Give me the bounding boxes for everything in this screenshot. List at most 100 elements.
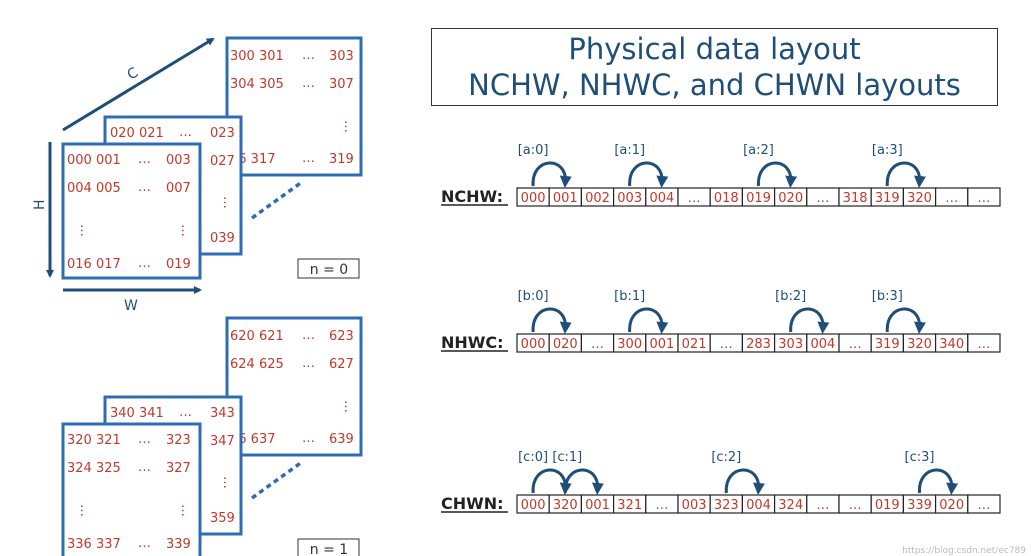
- front-row2-dots: …: [138, 180, 151, 195]
- memory-cell-value: 303: [778, 337, 803, 352]
- back-row1-cells: 620 621: [230, 329, 284, 344]
- back-row3-last: 639: [329, 432, 354, 447]
- back-row2-dots: …: [302, 356, 315, 371]
- memory-cell-value: …: [849, 498, 862, 513]
- depth-dots: [250, 460, 304, 500]
- back-row1-cells: 300 301: [230, 49, 284, 64]
- front-row1-dots: …: [138, 432, 151, 447]
- memory-cell-value: 021: [682, 337, 707, 352]
- front-row2-cells: 324 325: [67, 461, 121, 476]
- title-line-2: NCHW, NHWC, and CHWN layouts: [468, 68, 961, 102]
- step-label: [c:0]: [518, 450, 548, 465]
- step-label: [b:0]: [518, 289, 549, 304]
- memory-cell-value: 000: [521, 191, 546, 206]
- front-row1-cells: 000 001: [67, 153, 121, 168]
- middle-row1-last: 343: [210, 406, 235, 421]
- back-row3-dots: …: [302, 431, 315, 446]
- middle-vdots: …: [220, 196, 235, 209]
- step-label: [a:3]: [872, 143, 903, 158]
- front-row3-cells: 336 337: [67, 537, 121, 552]
- memory-cell-value: 020: [553, 337, 578, 352]
- layout-name: CHWN:: [441, 494, 504, 513]
- layout-name: NCHW:: [441, 187, 503, 206]
- middle-row1-dots: …: [179, 125, 192, 140]
- step-label: [c:2]: [711, 450, 741, 465]
- middle-row1-cells: 020 021: [110, 126, 164, 141]
- layout-row-nchw: NCHW: 000 001 002 003 004 … 018 019 020 … 318 319 320…: [441, 143, 1001, 207]
- step-arrow: [885, 161, 926, 188]
- back-row3-dots: …: [302, 151, 315, 166]
- step-arrow: [756, 161, 798, 188]
- layout-name: NHWC:: [441, 333, 504, 352]
- back-vdots: …: [341, 400, 356, 413]
- front-row3-cells: 016 017: [67, 257, 121, 272]
- back-row2-last: 307: [329, 77, 354, 92]
- front-row2-last: 007: [166, 181, 191, 196]
- memory-cell-value: 320: [553, 498, 578, 513]
- front-vdots-right: …: [178, 224, 193, 237]
- memory-cell-value: …: [816, 191, 829, 206]
- step-label: [b:1]: [614, 289, 645, 304]
- batch-label: n = 1: [310, 542, 348, 556]
- watermark: https://blog.csdn.net/ec789: [902, 546, 1026, 556]
- front-vdots-left: …: [77, 504, 92, 517]
- memory-cell-value: 339: [907, 498, 932, 513]
- memory-cell-value: 319: [875, 191, 900, 206]
- memory-cell-value: 340: [939, 337, 964, 352]
- front-slab: [61, 142, 202, 280]
- memory-cell-value: …: [688, 191, 701, 206]
- memory-cell-value: 004: [810, 337, 835, 352]
- memory-cell-value: 321: [617, 498, 642, 513]
- back-slab: [225, 36, 363, 177]
- memory-cell-value: …: [591, 337, 604, 352]
- memory-cell-value: 004: [746, 498, 771, 513]
- memory-cell-value: 001: [585, 498, 610, 513]
- front-row1-last: 323: [166, 433, 191, 448]
- memory-cell-value: 000: [521, 498, 546, 513]
- front-row3-dots: …: [138, 256, 151, 271]
- w-axis-label: W: [124, 298, 138, 314]
- memory-cell: [967, 333, 1001, 353]
- title-line-1: Physical data layout: [568, 32, 861, 66]
- back-row3-last: 319: [329, 152, 354, 167]
- front-slab: [61, 422, 202, 556]
- memory-cell: [967, 187, 1001, 207]
- c-axis-arrow: [62, 37, 215, 132]
- back-slab: [225, 316, 363, 457]
- batch-label-box: [297, 258, 360, 279]
- memory-cell-value: …: [849, 337, 862, 352]
- middle-row1-cells: 340 341: [110, 406, 164, 421]
- memory-cell-value: 019: [746, 191, 771, 206]
- step-label: [b:2]: [775, 289, 806, 304]
- step-arrow: [789, 307, 830, 334]
- memory-cell-value: 019: [875, 498, 900, 513]
- front-row2-last: 327: [166, 461, 191, 476]
- back-row1-dots: …: [302, 48, 315, 63]
- memory-cell-value: …: [720, 337, 733, 352]
- memory-cell-value: 001: [649, 337, 674, 352]
- title-box: Physical data layout NCHW, NHWC, and CHW…: [431, 28, 998, 106]
- memory-cell-value: 300: [617, 337, 642, 352]
- memory-cell-value: 320: [907, 191, 932, 206]
- memory-cell-value: 323: [714, 498, 739, 513]
- h-axis-label: H: [32, 199, 48, 210]
- c-axis-label: C: [125, 65, 142, 84]
- step-label: [c:3]: [905, 450, 935, 465]
- back-row2-cells: 304 305: [230, 77, 284, 92]
- step-label: [a:1]: [614, 143, 645, 158]
- memory-cell-value: 020: [778, 191, 803, 206]
- middle-row2-last: 347: [210, 434, 235, 449]
- memory-cell-value: 020: [939, 498, 964, 513]
- memory-cell-value: 318: [843, 191, 868, 206]
- front-row2-dots: …: [138, 460, 151, 475]
- front-row3-last: 019: [166, 257, 191, 272]
- back-row1-last: 623: [329, 329, 354, 344]
- back-row1-last: 303: [329, 49, 354, 64]
- step-arrow: [628, 307, 669, 334]
- front-row1-dots: …: [138, 152, 151, 167]
- batch-label-box: [297, 538, 360, 556]
- step-label: [c:1]: [552, 450, 582, 465]
- memory-cell-value: 018: [714, 191, 739, 206]
